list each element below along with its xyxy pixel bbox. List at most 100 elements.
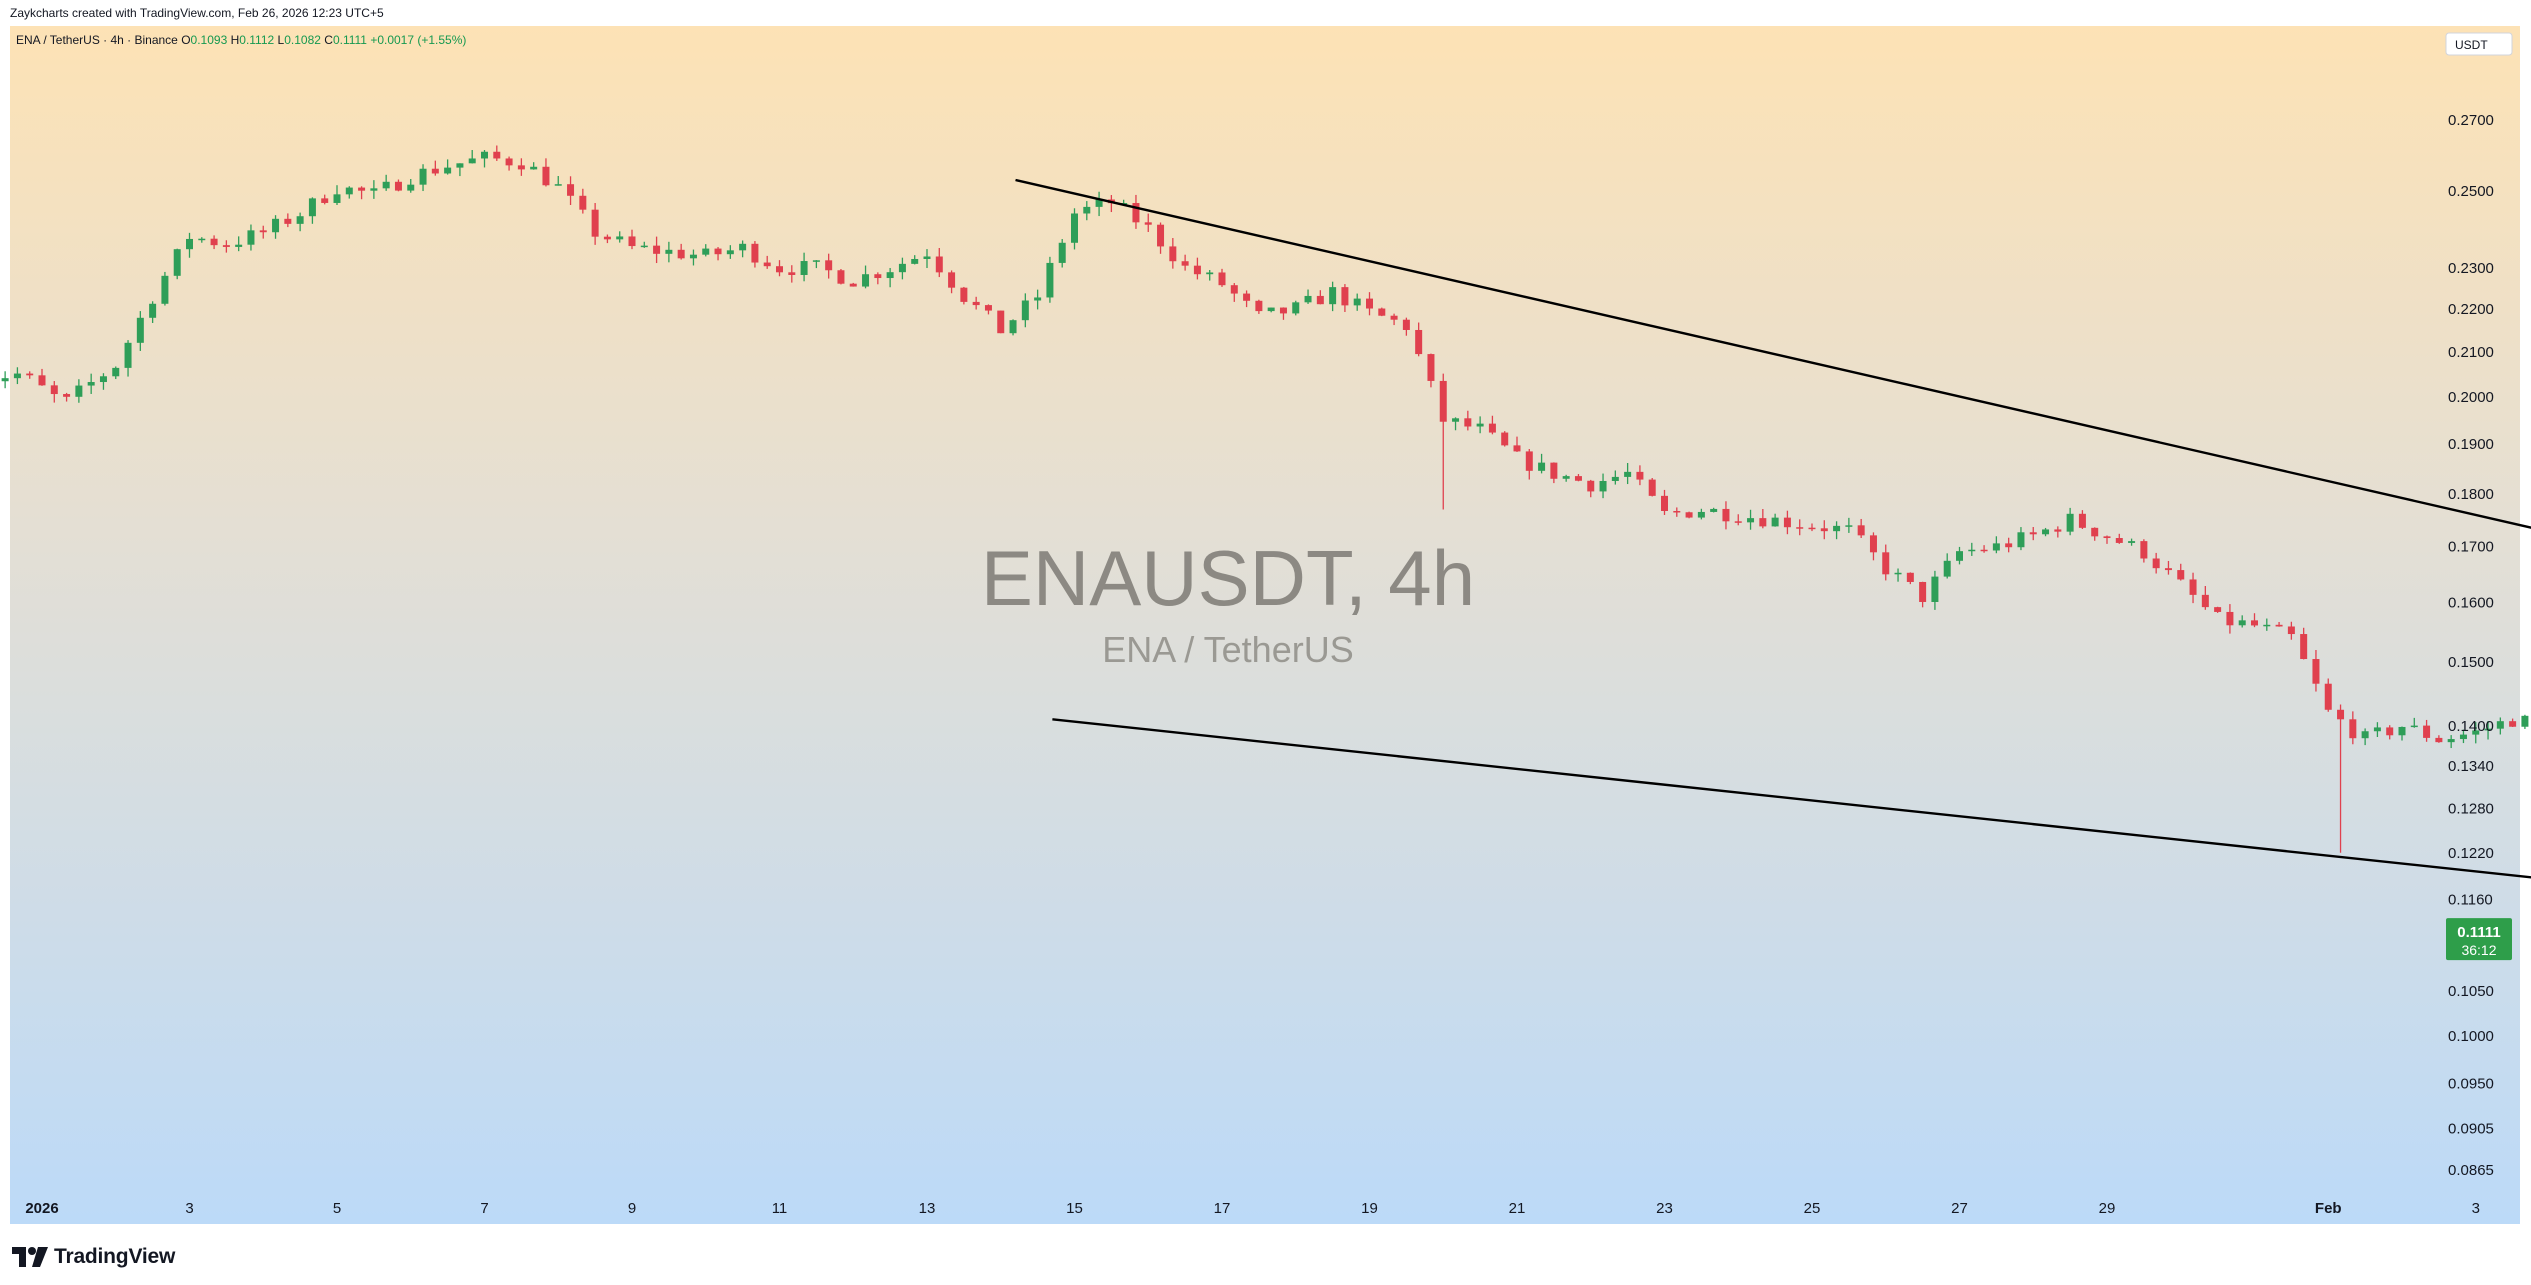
tradingview-logo[interactable]: TradingView — [12, 1243, 175, 1271]
candle-body — [1513, 445, 1521, 452]
candle-body — [2410, 725, 2418, 728]
candle — [1243, 290, 1251, 308]
y-tick-label: 0.1700 — [2448, 539, 2494, 556]
candle — [2484, 721, 2492, 740]
y-tick-label: 0.1280 — [2448, 801, 2494, 818]
candle-body — [235, 244, 243, 247]
candle-body — [2423, 725, 2431, 738]
candle-body — [419, 168, 427, 185]
candle-body — [2091, 527, 2099, 537]
candle-body — [628, 236, 636, 247]
candle — [1771, 513, 1779, 527]
candle-body — [272, 218, 280, 233]
candle-body — [911, 258, 919, 264]
candle-body — [2226, 611, 2234, 626]
currency-badge-box — [2445, 32, 2513, 56]
candle — [2115, 533, 2123, 544]
y-tick-label: 0.2100 — [2448, 344, 2494, 361]
candle-body — [2078, 513, 2086, 528]
candle-body — [1009, 320, 1017, 334]
candle-body — [75, 385, 83, 397]
candle — [2410, 717, 2418, 728]
candle — [2164, 560, 2172, 575]
candle-body — [1378, 308, 1386, 316]
candle-body — [776, 266, 783, 273]
candle-body — [2275, 624, 2283, 627]
candle-body — [2300, 634, 2308, 660]
candle — [1833, 521, 1841, 540]
y-tick-label: 0.2300 — [2448, 260, 2494, 277]
candle — [2029, 527, 2037, 541]
y-tick-label: 0.1000 — [2448, 1028, 2494, 1045]
candle-body — [1796, 527, 1804, 529]
candle-body — [2029, 532, 2037, 535]
candle — [1095, 191, 1103, 217]
candle-body — [1071, 213, 1078, 243]
y-tick-label: 0.1340 — [2448, 758, 2494, 775]
candle-body — [394, 181, 402, 191]
candle — [1648, 477, 1656, 497]
candle — [2128, 538, 2136, 546]
candle — [2226, 604, 2234, 634]
candle-body — [1193, 265, 1201, 275]
candle — [923, 249, 931, 269]
y-tick-label: 0.2200 — [2448, 301, 2494, 318]
y-tick-label: 0.1800 — [2448, 486, 2494, 503]
legend-symbol: ENA / TetherUS · 4h · Binance — [16, 33, 181, 47]
candle — [2324, 678, 2332, 712]
candle-body — [2177, 570, 2185, 580]
candle-body — [2017, 532, 2025, 548]
candle-body — [1329, 287, 1337, 305]
candle — [1304, 289, 1312, 304]
candle-body — [1021, 300, 1029, 321]
candle-body — [1599, 480, 1607, 492]
candle — [603, 234, 611, 244]
candle-body — [1943, 560, 1951, 577]
candle-body — [173, 249, 181, 276]
trendline-upper-resistance[interactable] — [1015, 178, 2531, 1022]
trendline-lower-support[interactable] — [1052, 718, 2531, 1107]
x-tick-label: 2026 — [25, 1200, 58, 1217]
candle — [272, 215, 280, 239]
candle-body — [1587, 480, 1595, 492]
candle — [1992, 536, 2000, 554]
currency-badge[interactable]: USDT — [2445, 32, 2513, 56]
candle — [1034, 289, 1042, 310]
candle-body — [468, 158, 476, 164]
candle-body — [1845, 525, 1853, 527]
candle-body — [886, 272, 894, 279]
candle-body — [1624, 471, 1632, 477]
chart-background — [10, 26, 2520, 1224]
candle-body — [321, 198, 329, 203]
candle-body — [2214, 607, 2222, 612]
candle-body — [1869, 535, 1877, 553]
legend-h-value: 0.1112 — [239, 33, 277, 47]
candle — [1796, 519, 1804, 536]
candle-body — [579, 195, 587, 210]
candle — [431, 160, 439, 176]
candle — [1562, 474, 1570, 482]
candle — [2386, 725, 2394, 740]
candle — [2521, 714, 2529, 729]
candle — [370, 180, 378, 199]
candle — [75, 379, 83, 403]
last-price-box — [2446, 918, 2512, 961]
candle-body — [1427, 354, 1435, 381]
candle-body — [1058, 242, 1066, 263]
candle-body — [665, 249, 673, 254]
candle-body — [2189, 579, 2197, 595]
candle-body — [1144, 222, 1152, 225]
candle-body — [689, 254, 697, 259]
candle — [63, 392, 71, 402]
y-tick-label: 0.2500 — [2448, 183, 2494, 200]
candle — [542, 158, 550, 187]
x-tick-label: 25 — [1804, 1200, 1821, 1217]
candle — [2275, 621, 2283, 627]
candle — [677, 243, 685, 260]
candle-body — [726, 250, 734, 255]
candle — [1132, 194, 1140, 229]
candle-body — [2128, 541, 2136, 543]
candle — [173, 248, 181, 280]
